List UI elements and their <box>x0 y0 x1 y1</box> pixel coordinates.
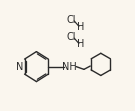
Text: NH: NH <box>62 62 77 72</box>
Text: H: H <box>77 39 84 49</box>
Text: N: N <box>16 62 23 72</box>
Text: Cl: Cl <box>67 32 76 42</box>
Text: H: H <box>77 22 84 32</box>
Text: Cl: Cl <box>67 15 76 25</box>
